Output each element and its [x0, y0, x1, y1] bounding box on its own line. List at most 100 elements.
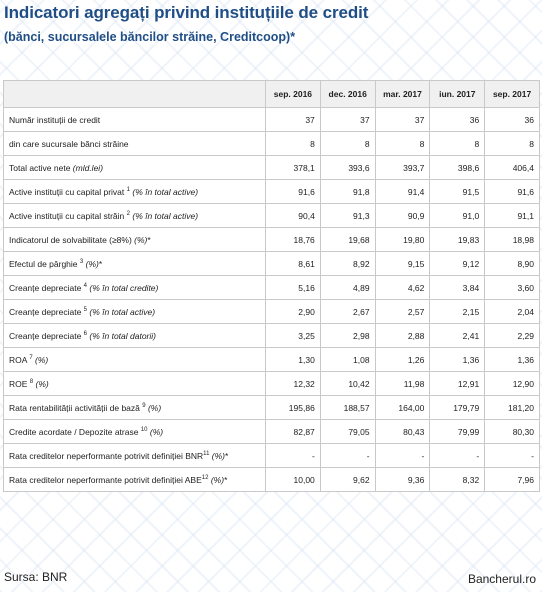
table-row: ROE 8 (%) 12,32 10,42 11,98 12,91 12,90 [3, 371, 540, 396]
table-cell: - [319, 443, 376, 468]
row-label-text: Active instituții cu capital privat [9, 186, 127, 197]
table-cell: 8 [429, 131, 486, 156]
row-label-text: Rata rentabilității activității de bază [9, 402, 143, 413]
row-label: Credite acordate / Depozite atrase 10 (%… [3, 419, 266, 444]
row-unit: (% în total active) [132, 210, 199, 221]
row-label-text: Rata creditelor neperformante potrivit d… [9, 450, 204, 461]
row-label-text: Creanțe depreciate [9, 282, 84, 293]
table-cell: - [374, 443, 431, 468]
row-label: Creanțe depreciate 4 (% în total credite… [3, 275, 266, 300]
row-unit: (% în total active) [132, 186, 199, 197]
column-header: sep. 2017 [484, 80, 540, 108]
table-row: Rata creditelor neperformante potrivit d… [3, 467, 540, 492]
table-cell: 19,83 [429, 227, 486, 252]
row-label-text: Active instituții cu capital străin [9, 210, 127, 221]
indicators-table: sep. 2016 dec. 2016 mar. 2017 iun. 2017 … [3, 80, 540, 492]
table-cell: 9,15 [374, 251, 431, 276]
table-cell: 8 [484, 131, 540, 156]
table-row: Indicatorul de solvabilitate (≥8%) (%)* 1… [3, 227, 540, 252]
table-cell: 8,92 [319, 251, 376, 276]
table-cell: 164,00 [374, 395, 431, 420]
table-cell: 12,91 [429, 371, 486, 396]
table-cell: 2,41 [429, 323, 486, 348]
row-label-text: Indicatorul de solvabilitate (≥8%) [9, 234, 135, 245]
row-label: din care sucursale bănci străine [3, 131, 266, 156]
table-row: Rata creditelor neperformante potrivit d… [3, 443, 540, 468]
table-cell: 2,15 [429, 299, 486, 324]
table-cell: 19,68 [319, 227, 376, 252]
table-cell: 2,29 [484, 323, 540, 348]
row-unit: (%) [149, 426, 164, 437]
table-cell: 378,1 [265, 155, 321, 180]
table-row: Număr instituții de credit 37 37 37 36 36 [3, 107, 540, 132]
table-cell: 195,86 [265, 395, 321, 420]
table-cell: 2,67 [319, 299, 376, 324]
table-cell: 8 [265, 131, 321, 156]
table-cell: 8,61 [265, 251, 321, 276]
table-cell: 2,57 [374, 299, 431, 324]
table-cell: 91,6 [484, 179, 540, 204]
row-unit: (% în total datorii) [89, 330, 157, 341]
table-cell: 5,16 [265, 275, 321, 300]
table-cell: 3,84 [429, 275, 486, 300]
table-cell: 9,36 [374, 467, 431, 492]
footnote-marker: 1 [126, 186, 130, 193]
table-cell: 1,08 [319, 347, 376, 372]
table-cell: 11,98 [374, 371, 431, 396]
row-label: Active instituții cu capital privat 1 (%… [3, 179, 266, 204]
table-cell: 80,30 [484, 419, 540, 444]
table-cell: 1,30 [265, 347, 321, 372]
footnote-marker: 6 [83, 330, 88, 337]
table-cell: 7,96 [484, 467, 540, 492]
footnote-marker: 7 [29, 354, 33, 361]
row-label: Rata creditelor neperformante potrivit d… [3, 443, 266, 468]
table-cell: 2,88 [374, 323, 431, 348]
table-cell: 9,62 [319, 467, 376, 492]
row-label-text: din care sucursale bănci străine [9, 138, 129, 149]
row-unit: (%) [211, 450, 226, 461]
column-header: dec. 2016 [319, 80, 376, 108]
table-cell: 398,6 [429, 155, 486, 180]
page-title: Indicatori agregați privind instituțiile… [4, 3, 369, 22]
row-unit: (%) [134, 234, 148, 245]
table-cell: 37 [374, 107, 431, 132]
table-cell: 90,4 [265, 203, 321, 228]
table-cell: 36 [429, 107, 486, 132]
table-row: Active instituții cu capital străin 2 (%… [3, 203, 540, 228]
table-cell: 37 [319, 107, 376, 132]
table-cell: 91,0 [429, 203, 486, 228]
table-row: ROA 7 (%) 1,30 1,08 1,26 1,36 1,36 [3, 347, 540, 372]
table-row: Active instituții cu capital privat 1 (%… [3, 179, 540, 204]
footnote-marker: 12 [201, 474, 209, 481]
row-label: Creanțe depreciate 6 (% în total datorii… [3, 323, 266, 348]
table-row: Efectul de pârghie 3 (%)* 8,61 8,92 9,15 9,1… [3, 251, 540, 276]
table-cell: 3,25 [265, 323, 321, 348]
row-unit: (%) [85, 258, 99, 269]
table-cell: 8,32 [429, 467, 486, 492]
table-cell: 9,12 [429, 251, 486, 276]
table-cell: - [484, 443, 540, 468]
table-cell: 90,9 [374, 203, 431, 228]
footnote-marker: 11 [203, 450, 210, 457]
footnote-marker: 9 [142, 402, 146, 409]
row-label-text: Rata creditelor neperformante potrivit d… [9, 474, 202, 485]
row-unit: (%) [210, 474, 225, 485]
table-cell: 2,04 [484, 299, 540, 324]
table-header-row: sep. 2016 dec. 2016 mar. 2017 iun. 2017 … [3, 80, 540, 108]
table-cell: 2,98 [319, 323, 376, 348]
row-label: Creanțe depreciate 5 (% în total active) [3, 299, 266, 324]
table-cell: 79,99 [429, 419, 486, 444]
row-asterisk: * [224, 474, 228, 485]
table-cell: 18,98 [484, 227, 540, 252]
row-label: Active instituții cu capital străin 2 (%… [3, 203, 266, 228]
page-subtitle: (bănci, sucursalele băncilor străine, Cr… [4, 30, 296, 44]
column-header: iun. 2017 [429, 80, 486, 108]
row-asterisk: * [98, 258, 103, 269]
row-label: Total active nete (mld.lei) [3, 155, 266, 180]
table-cell: 12,32 [265, 371, 321, 396]
footnote-marker: 2 [126, 210, 130, 217]
table-cell: 91,3 [319, 203, 376, 228]
row-unit: (% în total credite) [89, 282, 159, 293]
table-cell: 19,80 [374, 227, 431, 252]
row-label-text: ROE [9, 378, 30, 389]
